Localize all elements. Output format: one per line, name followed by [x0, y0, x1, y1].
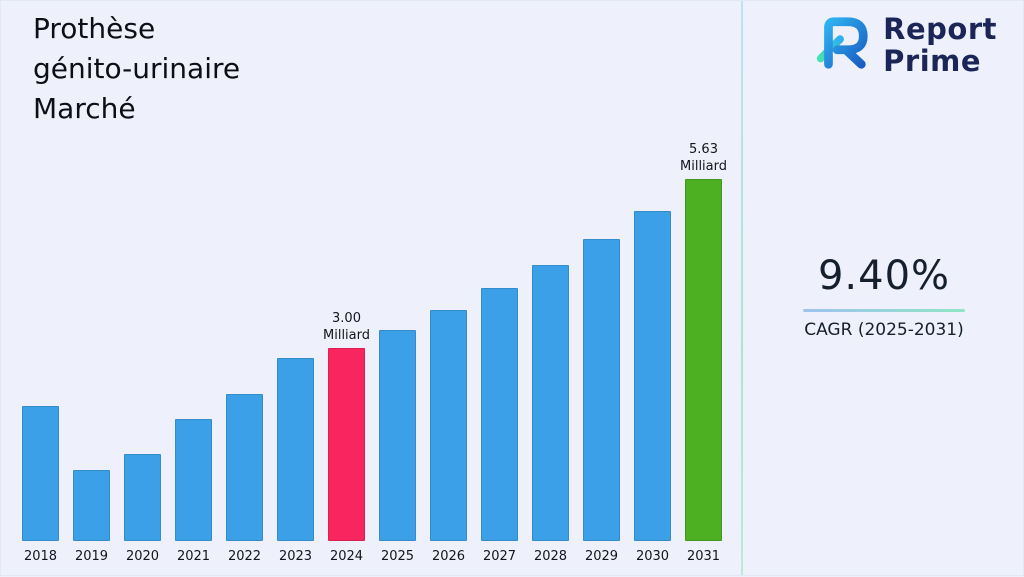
bar-chart: 2018 2019 2020 2021 2022 2023 3.00 Milliard 2024…: [15, 135, 729, 565]
bar-2022: [226, 394, 263, 541]
bar-column-2019: 2019: [66, 135, 117, 565]
cagr-caption: CAGR (2025-2031): [804, 320, 964, 340]
cagr-accent-line: [803, 309, 965, 312]
bar-column-2021: 2021: [168, 135, 219, 565]
x-axis-label-2028: 2028: [533, 549, 568, 564]
bar-2027: [481, 288, 518, 541]
x-axis-label-2030: 2030: [635, 549, 670, 564]
cagr-value: 9.40%: [817, 253, 951, 299]
right-panel: Report Prime 9.40% CAGR (2025-2031): [743, 1, 1024, 577]
bar-value-label-2024: 3.00 Milliard: [323, 311, 370, 343]
title-line-2: génito-urinaire: [33, 52, 241, 85]
bar-2019: [73, 470, 110, 541]
bar-column-2027: 2027: [474, 135, 525, 565]
bar-column-2030: 2030: [627, 135, 678, 565]
bar-column-2029: 2029: [576, 135, 627, 565]
x-axis-label-2025: 2025: [380, 549, 415, 564]
x-axis-label-2029: 2029: [584, 549, 619, 564]
bar-2020: [124, 454, 161, 541]
x-axis-label-2027: 2027: [482, 549, 517, 564]
vertical-divider: [741, 1, 743, 575]
bar-2028: [532, 265, 569, 541]
report-prime-logo-icon: [811, 14, 873, 76]
logo-word-report: Report: [883, 12, 997, 46]
bar-2031: [685, 179, 722, 541]
x-axis-label-2024: 2024: [329, 549, 364, 564]
bar-2025: [379, 330, 416, 541]
x-axis-label-2020: 2020: [125, 549, 160, 564]
bar-column-2025: 2025: [372, 135, 423, 565]
title-line-1: Prothèse: [33, 12, 156, 45]
bar-column-2018: 2018: [15, 135, 66, 565]
report-prime-logo: Report Prime: [811, 13, 997, 77]
page-title: Prothèse génito-urinaire Marché: [33, 9, 240, 129]
x-axis-label-2018: 2018: [23, 549, 58, 564]
bar-column-2023: 2023: [270, 135, 321, 565]
bar-2029: [583, 239, 620, 541]
title-line-3: Marché: [33, 92, 136, 125]
bar-2026: [430, 310, 467, 541]
bar-2024: [328, 348, 365, 541]
bar-column-2020: 2020: [117, 135, 168, 565]
bar-2023: [277, 358, 314, 541]
cagr-block: 9.40% CAGR (2025-2031): [743, 253, 1024, 340]
x-axis-label-2022: 2022: [227, 549, 262, 564]
bar-2018: [22, 406, 59, 541]
x-axis-label-2021: 2021: [176, 549, 211, 564]
bar-column-2022: 2022: [219, 135, 270, 565]
logo-wordmark: Report Prime: [883, 13, 997, 77]
bar-column-2028: 2028: [525, 135, 576, 565]
logo-word-prime: Prime: [883, 44, 982, 78]
x-axis-label-2031: 2031: [686, 549, 721, 564]
x-axis-label-2026: 2026: [431, 549, 466, 564]
bar-2021: [175, 419, 212, 541]
x-axis-label-2019: 2019: [74, 549, 109, 564]
bar-column-2024: 3.00 Milliard 2024: [321, 135, 372, 565]
bar-column-2026: 2026: [423, 135, 474, 565]
bar-value-label-2031: 5.63 Milliard: [680, 142, 727, 174]
bar-column-2031: 5.63 Milliard 2031: [678, 135, 729, 565]
bar-2030: [634, 211, 671, 541]
x-axis-label-2023: 2023: [278, 549, 313, 564]
